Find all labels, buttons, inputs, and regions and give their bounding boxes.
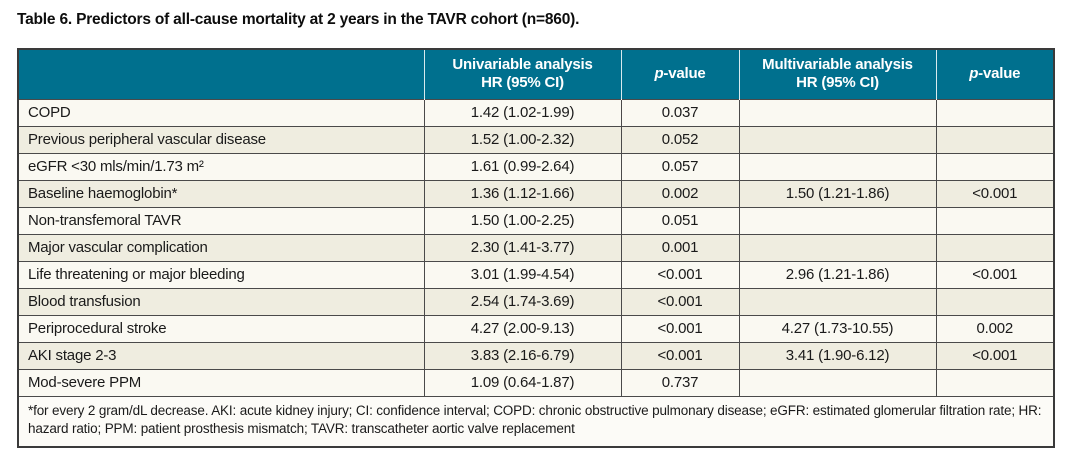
header-pvalue2-rest: -value <box>978 64 1021 82</box>
multivariable-hr-cell <box>738 368 937 397</box>
header-univariable-line2: HR (95% CI) <box>481 74 564 92</box>
univariable-hr-cell: 2.54 (1.74-3.69) <box>423 287 622 316</box>
univariable-p-cell: 0.051 <box>620 206 740 235</box>
table-footnote: *for every 2 gram/dL decrease. AKI: acut… <box>17 395 1055 448</box>
table-row: Non-transfemoral TAVR 1.50 (1.00-2.25) 0… <box>17 206 1055 235</box>
univariable-p-cell: 0.737 <box>620 368 740 397</box>
univariable-hr-cell: 1.50 (1.00-2.25) <box>423 206 622 235</box>
univariable-p-cell: 0.037 <box>620 98 740 127</box>
multivariable-p-cell <box>935 368 1055 397</box>
predictor-cell: Blood transfusion <box>17 287 425 316</box>
header-predictor <box>18 49 425 99</box>
predictor-cell: Life threatening or major bleeding <box>17 260 425 289</box>
multivariable-p-cell <box>935 125 1055 154</box>
univariable-p-cell: <0.001 <box>620 287 740 316</box>
predictor-cell: eGFR <30 mls/min/1.73 m² <box>17 152 425 181</box>
multivariable-p-cell: <0.001 <box>935 260 1055 289</box>
multivariable-hr-cell <box>738 206 937 235</box>
footnote-row: *for every 2 gram/dL decrease. AKI: acut… <box>17 395 1055 448</box>
multivariable-p-cell <box>935 206 1055 235</box>
table-row: Periprocedural stroke 4.27 (2.00-9.13) <… <box>17 314 1055 343</box>
univariable-hr-cell: 1.52 (1.00-2.32) <box>423 125 622 154</box>
table-row: AKI stage 2-3 3.83 (2.16-6.79) <0.001 3.… <box>17 341 1055 370</box>
table-row: Blood transfusion 2.54 (1.74-3.69) <0.00… <box>17 287 1055 316</box>
multivariable-hr-cell: 4.27 (1.73-10.55) <box>738 314 937 343</box>
multivariable-p-cell <box>935 233 1055 262</box>
table-header: Univariable analysis HR (95% CI) p-value… <box>18 49 1054 99</box>
univariable-p-cell: <0.001 <box>620 260 740 289</box>
header-pvalue1-rest: -value <box>663 64 706 82</box>
header-multivariable: Multivariable analysis HR (95% CI) <box>739 49 937 99</box>
table-body: COPD 1.42 (1.02-1.99) 0.037 Previous per… <box>17 98 1055 448</box>
univariable-hr-cell: 1.42 (1.02-1.99) <box>423 98 622 127</box>
multivariable-hr-cell <box>738 98 937 127</box>
univariable-p-cell: 0.001 <box>620 233 740 262</box>
table-row: Previous peripheral vascular disease 1.5… <box>17 125 1055 154</box>
header-pvalue1-p: p <box>654 64 664 82</box>
header-pvalue-multivariable: p-value <box>936 49 1054 99</box>
multivariable-hr-cell <box>738 152 937 181</box>
univariable-hr-cell: 2.30 (1.41-3.77) <box>423 233 622 262</box>
univariable-p-cell: 0.052 <box>620 125 740 154</box>
table-row: Baseline haemoglobin* 1.36 (1.12-1.66) 0… <box>17 179 1055 208</box>
table-title: Table 6. Predictors of all-cause mortali… <box>17 11 580 28</box>
predictor-cell: Previous peripheral vascular disease <box>17 125 425 154</box>
predictor-cell: Non-transfemoral TAVR <box>17 206 425 235</box>
predictor-cell: AKI stage 2-3 <box>17 341 425 370</box>
header-pvalue2-p: p <box>969 64 979 82</box>
univariable-hr-cell: 3.83 (2.16-6.79) <box>423 341 622 370</box>
table-row: Major vascular complication 2.30 (1.41-3… <box>17 233 1055 262</box>
multivariable-hr-cell <box>738 287 937 316</box>
predictor-cell: Mod-severe PPM <box>17 368 425 397</box>
univariable-hr-cell: 1.09 (0.64-1.87) <box>423 368 622 397</box>
header-univariable-line1: Univariable analysis <box>452 55 593 73</box>
predictor-cell: Periprocedural stroke <box>17 314 425 343</box>
multivariable-p-cell: <0.001 <box>935 179 1055 208</box>
predictors-table: Univariable analysis HR (95% CI) p-value… <box>17 48 1055 448</box>
univariable-p-cell: <0.001 <box>620 314 740 343</box>
multivariable-p-cell <box>935 98 1055 127</box>
multivariable-p-cell <box>935 287 1055 316</box>
univariable-hr-cell: 3.01 (1.99-4.54) <box>423 260 622 289</box>
univariable-hr-cell: 1.36 (1.12-1.66) <box>423 179 622 208</box>
multivariable-hr-cell: 3.41 (1.90-6.12) <box>738 341 937 370</box>
multivariable-p-cell: 0.002 <box>935 314 1055 343</box>
multivariable-hr-cell: 1.50 (1.21-1.86) <box>738 179 937 208</box>
univariable-hr-cell: 4.27 (2.00-9.13) <box>423 314 622 343</box>
multivariable-p-cell <box>935 152 1055 181</box>
table-row: eGFR <30 mls/min/1.73 m² 1.61 (0.99-2.64… <box>17 152 1055 181</box>
multivariable-hr-cell <box>738 125 937 154</box>
header-pvalue-univariable: p-value <box>621 49 740 99</box>
predictor-cell: Baseline haemoglobin* <box>17 179 425 208</box>
multivariable-hr-cell <box>738 233 937 262</box>
predictor-cell: Major vascular complication <box>17 233 425 262</box>
multivariable-hr-cell: 2.96 (1.21-1.86) <box>738 260 937 289</box>
univariable-hr-cell: 1.61 (0.99-2.64) <box>423 152 622 181</box>
univariable-p-cell: 0.002 <box>620 179 740 208</box>
multivariable-p-cell: <0.001 <box>935 341 1055 370</box>
header-univariable: Univariable analysis HR (95% CI) <box>424 49 622 99</box>
header-multivariable-line2: HR (95% CI) <box>796 74 879 92</box>
header-multivariable-line1: Multivariable analysis <box>762 55 913 73</box>
univariable-p-cell: <0.001 <box>620 341 740 370</box>
univariable-p-cell: 0.057 <box>620 152 740 181</box>
predictor-cell: COPD <box>17 98 425 127</box>
table-row: Mod-severe PPM 1.09 (0.64-1.87) 0.737 <box>17 368 1055 397</box>
table-row: COPD 1.42 (1.02-1.99) 0.037 <box>17 98 1055 127</box>
table-row: Life threatening or major bleeding 3.01 … <box>17 260 1055 289</box>
